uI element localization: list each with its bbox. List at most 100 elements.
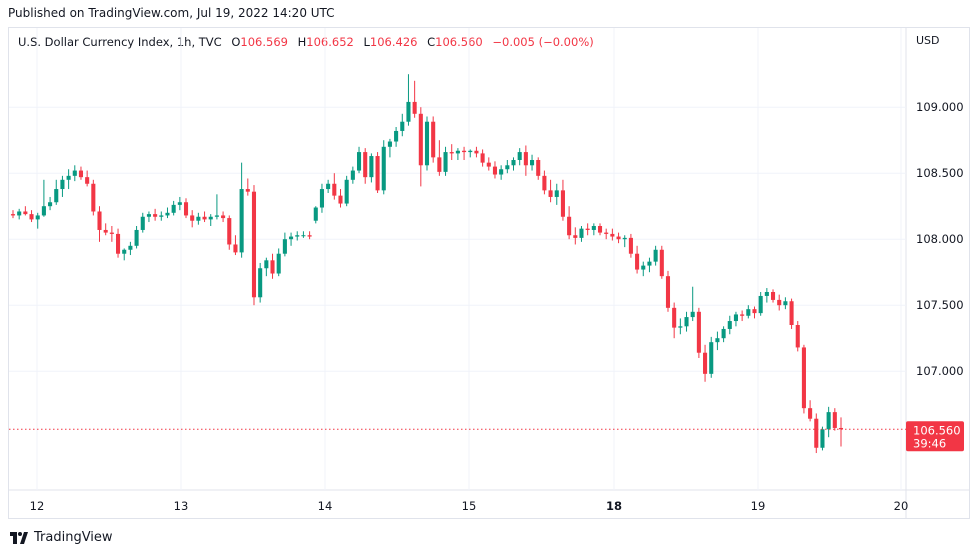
candle-body — [770, 292, 776, 300]
candle-body — [443, 152, 448, 172]
candle-body — [530, 160, 535, 166]
x-tick-label: 15 — [462, 499, 477, 513]
candle-body — [678, 326, 683, 328]
candle-body — [85, 177, 90, 184]
candle-body — [604, 232, 609, 234]
candle-body — [196, 216, 201, 221]
candle-body — [653, 249, 658, 262]
candle-body — [789, 301, 794, 325]
candle-body — [721, 328, 726, 339]
candle-body — [560, 190, 565, 217]
candle-body — [684, 317, 689, 327]
candle-body — [647, 261, 652, 266]
candle-body — [412, 101, 417, 114]
candle-body — [183, 202, 189, 216]
candle-body — [579, 228, 584, 238]
candle-body — [505, 165, 510, 170]
candle-body — [338, 195, 343, 204]
candle-body — [814, 418, 819, 448]
candle-body — [400, 121, 405, 131]
candle-body — [153, 214, 158, 217]
candle-body — [665, 276, 671, 308]
candle-body — [165, 212, 170, 216]
candle-body — [326, 183, 331, 190]
candle-body — [319, 189, 324, 208]
candle-body — [480, 153, 485, 163]
footer: TradingView — [10, 530, 113, 545]
candle-body — [536, 160, 541, 176]
x-tick-label: 14 — [318, 499, 333, 513]
candle-body — [462, 150, 467, 153]
low-label: L — [363, 35, 370, 49]
candle-body — [672, 307, 677, 328]
open-value: 106.569 — [240, 35, 288, 49]
candle-body — [116, 233, 121, 254]
candle-body — [134, 229, 139, 246]
candle-body — [301, 235, 306, 237]
candle-body — [60, 179, 65, 190]
x-tick-label: 19 — [751, 499, 766, 513]
y-tick-label: 107.000 — [916, 364, 964, 378]
candle-body — [709, 342, 714, 374]
published-caption: Published on TradingView.com, Jul 19, 20… — [8, 6, 335, 20]
candle-body — [616, 236, 621, 240]
candle-body — [783, 301, 788, 306]
candle-body — [838, 427, 844, 430]
candle-body — [258, 268, 263, 298]
close-label: C — [427, 35, 436, 49]
candle-body — [208, 216, 213, 220]
candle-body — [746, 309, 751, 316]
candle-body — [542, 175, 547, 191]
x-tick-label: 20 — [894, 499, 909, 513]
tradingview-logo-icon[interactable] — [10, 531, 28, 544]
candle-body — [177, 202, 182, 205]
y-tick-label: 107.500 — [916, 298, 964, 312]
candle-body — [703, 352, 708, 374]
candle-body — [282, 239, 287, 254]
candle-body — [733, 314, 738, 322]
candle-body — [227, 218, 232, 245]
candle-body — [97, 211, 102, 230]
candle-body — [474, 150, 479, 154]
candle-body — [344, 179, 349, 204]
candle-body — [523, 152, 528, 166]
candle-body — [758, 295, 763, 314]
candle-body — [554, 190, 559, 197]
candle-body — [190, 215, 195, 221]
y-tick-label: 109.000 — [916, 100, 964, 114]
bar-countdown: 39:46 — [913, 436, 946, 450]
candle-body — [239, 189, 244, 253]
candle-body — [233, 244, 238, 253]
candle-body — [455, 150, 460, 154]
candle-body — [764, 292, 769, 296]
candle-body — [202, 216, 207, 220]
candle-body — [468, 150, 473, 153]
currency-label: USD — [916, 34, 940, 47]
candle-body — [752, 309, 757, 314]
open-label: O — [231, 35, 241, 49]
candle-body — [251, 191, 257, 298]
candle-body — [214, 215, 219, 217]
x-tick-label: 12 — [30, 499, 45, 513]
brand-label[interactable]: TradingView — [34, 530, 113, 545]
candle-body — [264, 260, 269, 269]
candle-body — [17, 211, 22, 216]
candle-body — [808, 408, 813, 419]
candle-body — [48, 202, 53, 207]
candle-body — [23, 211, 28, 215]
candle-body — [72, 170, 77, 176]
candle-body — [511, 160, 516, 166]
candle-body — [740, 314, 745, 316]
candle-body — [270, 260, 275, 274]
candle-body — [122, 249, 127, 254]
x-tick-label: 13 — [174, 499, 189, 513]
change-value: −0.005 (−0.00%) — [492, 35, 594, 49]
candle-body — [245, 189, 250, 192]
candle-body — [548, 190, 553, 197]
candle-body — [795, 325, 800, 348]
chart-frame[interactable] — [8, 27, 970, 519]
candle-body — [91, 183, 96, 212]
candle-body — [832, 412, 837, 428]
y-tick-label: 108.500 — [916, 166, 964, 180]
